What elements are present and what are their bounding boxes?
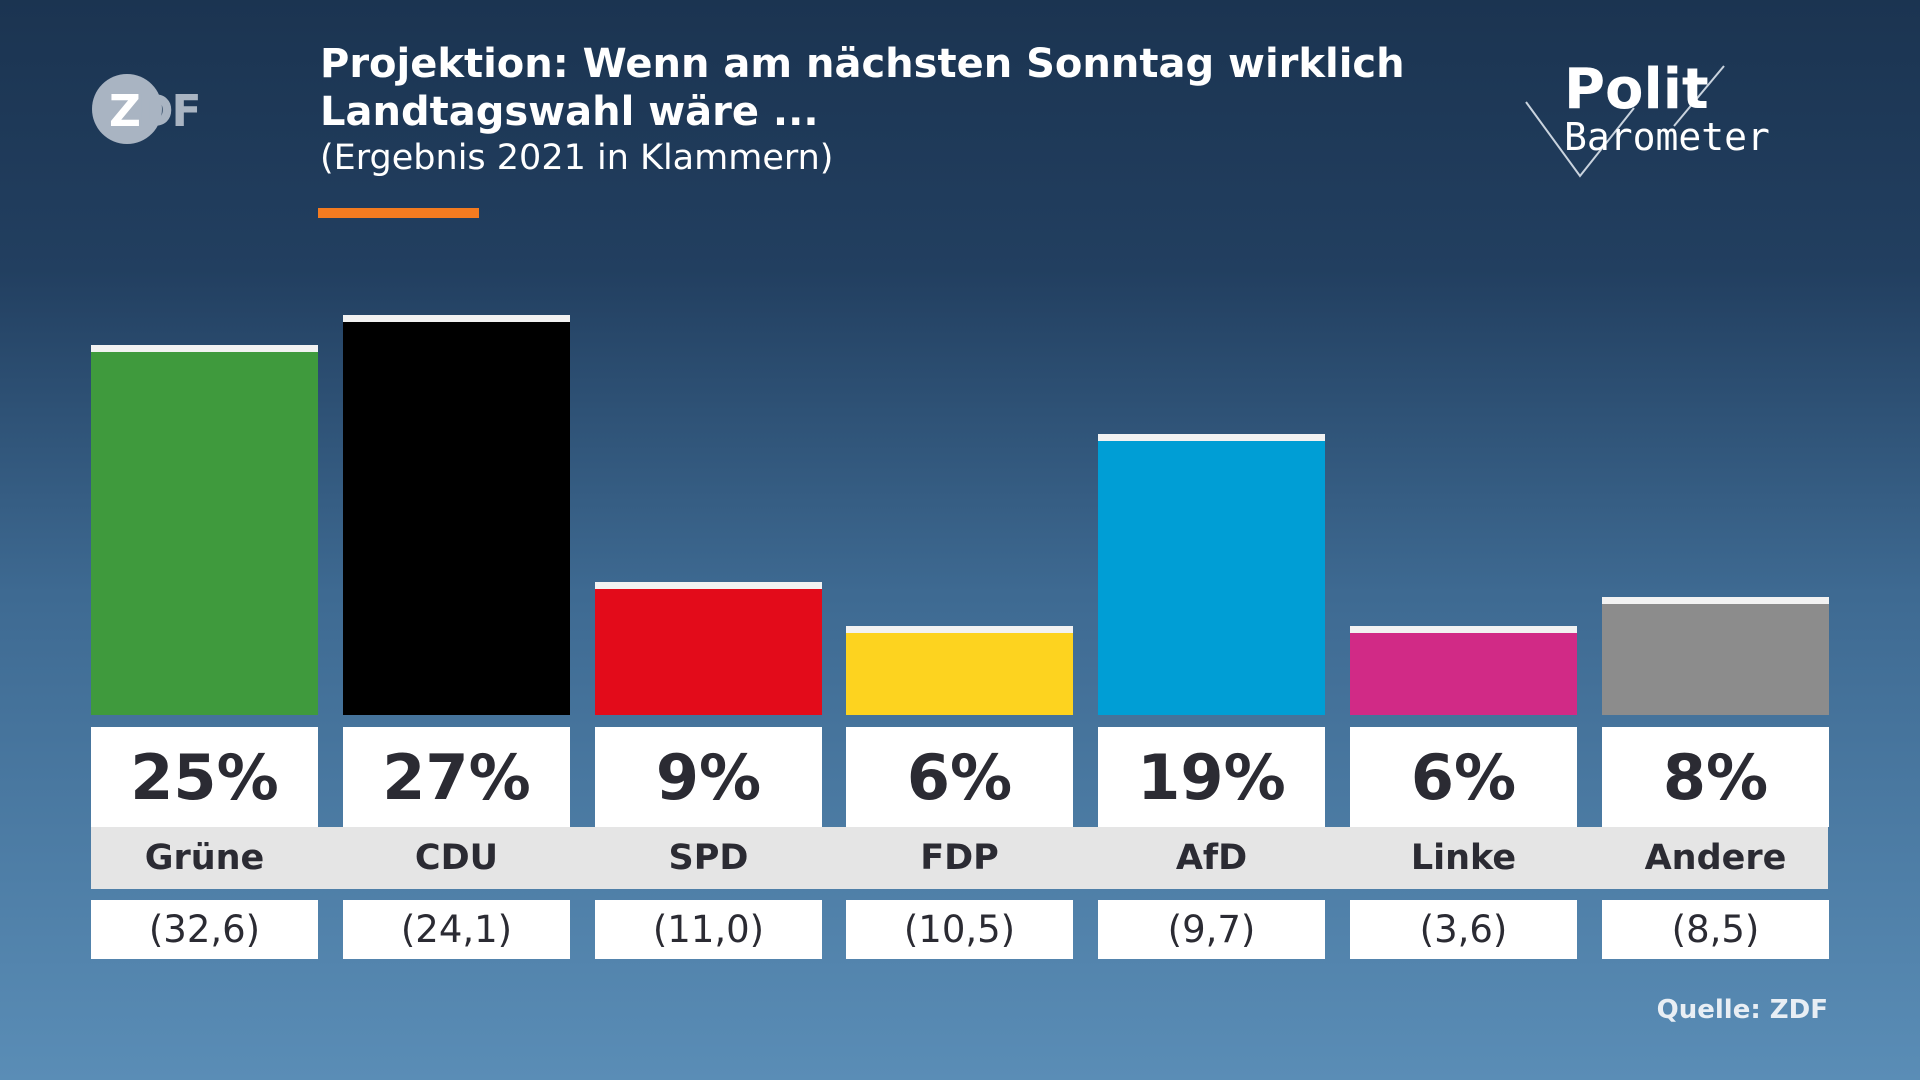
- bar-cap: [1098, 433, 1325, 441]
- value-label: 19%: [1098, 727, 1325, 827]
- zdf-logo: Z DF: [91, 73, 221, 145]
- svg-text:Barometer: Barometer: [1564, 115, 1770, 159]
- category-label: CDU: [414, 838, 499, 878]
- previous-result-label: (3,6): [1350, 900, 1577, 959]
- category-label: Linke: [1410, 838, 1517, 878]
- previous-result-label: (32,6): [91, 900, 318, 959]
- bar-grüne: [91, 345, 318, 715]
- bar-andere: [1602, 596, 1829, 715]
- title-line-1: Projektion: Wenn am nächsten Sonntag wir…: [320, 41, 1405, 87]
- svg-text:Polit: Polit: [1564, 58, 1709, 122]
- party-name-band: [91, 827, 1828, 889]
- bar-cap: [343, 315, 570, 323]
- category-label: AfD: [1175, 838, 1248, 878]
- politbarometer-logo: Polit Barometer: [1524, 57, 1774, 178]
- previous-result-label: (9,7): [1098, 900, 1325, 959]
- bar-cap: [846, 626, 1073, 634]
- chart-title: Projektion: Wenn am nächsten Sonntag wir…: [320, 40, 1405, 136]
- bar-spd: [595, 581, 822, 715]
- chart-subtitle: (Ergebnis 2021 in Klammern): [320, 138, 834, 178]
- accent-bar: [318, 208, 479, 218]
- value-label: 9%: [595, 727, 822, 827]
- category-label: FDP: [920, 838, 999, 878]
- bar-cdu: [343, 315, 570, 715]
- bar-cap: [595, 581, 822, 589]
- svg-text:Z: Z: [109, 86, 139, 137]
- value-label: 25%: [91, 727, 318, 827]
- value-label: 27%: [343, 727, 570, 827]
- bar-cap: [1350, 626, 1577, 634]
- bar-cap: [91, 345, 318, 352]
- title-line-2: Landtagswahl wäre ...: [320, 89, 819, 135]
- svg-text:DF: DF: [137, 86, 200, 137]
- value-label: 6%: [846, 727, 1073, 827]
- previous-result-label: (10,5): [846, 900, 1073, 959]
- bar-linke: [1350, 626, 1577, 715]
- bar-cap: [1602, 596, 1829, 604]
- bar-afd: [1098, 433, 1325, 715]
- bar-fdp: [846, 626, 1073, 715]
- source-label: Quelle: ZDF: [1656, 995, 1828, 1025]
- category-label: SPD: [668, 838, 749, 878]
- value-label: 8%: [1602, 727, 1829, 827]
- value-label: 6%: [1350, 727, 1577, 827]
- previous-result-label: (11,0): [595, 900, 822, 959]
- category-label: Andere: [1644, 838, 1787, 878]
- previous-result-label: (8,5): [1602, 900, 1829, 959]
- previous-result-label: (24,1): [343, 900, 570, 959]
- category-label: Grüne: [144, 838, 265, 878]
